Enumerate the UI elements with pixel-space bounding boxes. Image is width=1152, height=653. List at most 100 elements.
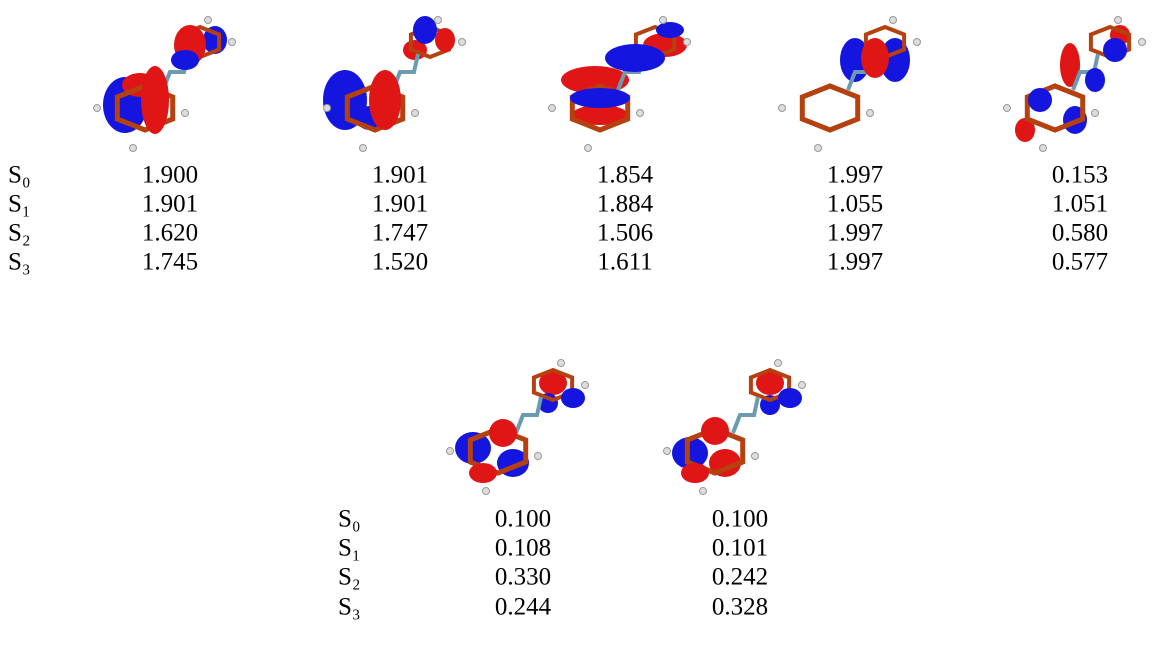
cell-value: 0.328	[712, 594, 768, 621]
hydrogen	[659, 16, 667, 24]
orbital-lobe	[1060, 43, 1080, 87]
orbital-lobe	[435, 28, 455, 52]
cell-value: 0.244	[495, 594, 552, 621]
orbital-lobe	[672, 437, 708, 469]
ring	[1024, 83, 1086, 133]
hydrogen	[889, 16, 897, 24]
hydrogen	[636, 109, 644, 117]
orbital-image	[446, 359, 589, 495]
row-label: S₀	[8, 162, 31, 189]
cell-value: 1.901	[372, 162, 428, 189]
orbital-lobe	[413, 16, 437, 44]
orbital-lobe	[141, 66, 169, 134]
cell-value: 0.242	[712, 564, 768, 591]
ring	[748, 367, 792, 403]
orbital-lobe	[171, 50, 199, 70]
hydrogen	[1091, 109, 1099, 117]
ring	[531, 367, 575, 403]
hydrogen	[93, 104, 101, 112]
cell-value: 0.153	[1052, 162, 1108, 189]
hydrogen	[751, 452, 759, 460]
hydrogen	[323, 104, 331, 112]
orbital-lobe	[570, 88, 630, 108]
orbital-image	[323, 16, 466, 152]
row-label: S₂	[8, 220, 31, 247]
cell-value: 1.520	[372, 249, 428, 276]
orbital-lobe	[572, 105, 628, 125]
cell-value: 1.901	[372, 191, 428, 218]
hydrogen	[663, 447, 671, 455]
cell-value: 1.901	[142, 191, 198, 218]
cell-value: 1.055	[827, 191, 883, 218]
row-label: S₁	[338, 535, 361, 562]
cell-value: 0.101	[712, 535, 768, 562]
hydrogen	[814, 144, 822, 152]
hydrogen	[581, 381, 589, 389]
hydrogen	[411, 109, 419, 117]
orbital-lobe	[681, 463, 709, 483]
hydrogen	[1138, 38, 1146, 46]
row-label: S₂	[338, 564, 361, 591]
cell-value: 0.100	[712, 506, 768, 533]
orbital-image	[663, 359, 806, 495]
hydrogen	[204, 16, 212, 24]
cell-value: 0.108	[495, 535, 551, 562]
cell-value: 0.580	[1052, 220, 1108, 247]
orbital-image	[93, 16, 236, 152]
orbital-lobe	[1015, 118, 1035, 142]
cell-value: 1.997	[827, 162, 883, 189]
cell-value: 1.051	[1052, 191, 1108, 218]
orbital-lobe	[778, 388, 802, 408]
orbital-image	[548, 16, 691, 152]
orbital-lobe	[489, 419, 517, 447]
hydrogen	[1114, 16, 1122, 24]
orbital-lobe	[1103, 38, 1127, 62]
hydrogen	[181, 109, 189, 117]
cell-value: 1.745	[142, 249, 198, 276]
hydrogen	[534, 452, 542, 460]
orbital-image	[778, 16, 921, 152]
cell-value: 0.330	[495, 564, 551, 591]
orbital-lobe	[656, 22, 684, 38]
ring	[799, 83, 861, 133]
cell-value: 1.506	[597, 220, 653, 247]
hydrogen	[699, 487, 707, 495]
orbital-lobe	[861, 38, 889, 78]
hydrogen	[683, 38, 691, 46]
orbital-lobe	[701, 417, 729, 445]
hydrogen	[228, 38, 236, 46]
cell-value: 1.884	[597, 191, 654, 218]
hydrogen	[548, 104, 556, 112]
hydrogen	[778, 104, 786, 112]
orbital-lobe	[756, 371, 784, 395]
orbital-image	[1003, 16, 1146, 152]
ring	[467, 426, 529, 476]
row-label: S₀	[338, 506, 361, 533]
orbital-lobe	[539, 371, 567, 395]
hydrogen	[482, 487, 490, 495]
hydrogen	[798, 381, 806, 389]
cell-value: 1.854	[597, 162, 654, 189]
hydrogen	[584, 144, 592, 152]
ring	[344, 83, 406, 133]
cell-value: 0.100	[495, 506, 551, 533]
cell-value: 1.997	[827, 249, 883, 276]
cell-value: 1.611	[597, 249, 652, 276]
hydrogen	[1039, 144, 1047, 152]
cell-value: 1.747	[372, 220, 428, 247]
orbital-lobe	[605, 44, 665, 72]
orbital-lobe	[455, 432, 491, 464]
cell-value: 1.997	[827, 220, 883, 247]
linker	[1071, 53, 1100, 91]
linker	[731, 396, 760, 434]
hydrogen	[129, 144, 137, 152]
hydrogen	[434, 16, 442, 24]
row-label: S₁	[8, 191, 31, 218]
row-label: S₃	[338, 594, 361, 621]
hydrogen	[458, 38, 466, 46]
orbital-lobe	[561, 388, 585, 408]
ring	[684, 426, 746, 476]
orbital-lobe	[561, 66, 629, 94]
cell-value: 1.620	[142, 220, 198, 247]
